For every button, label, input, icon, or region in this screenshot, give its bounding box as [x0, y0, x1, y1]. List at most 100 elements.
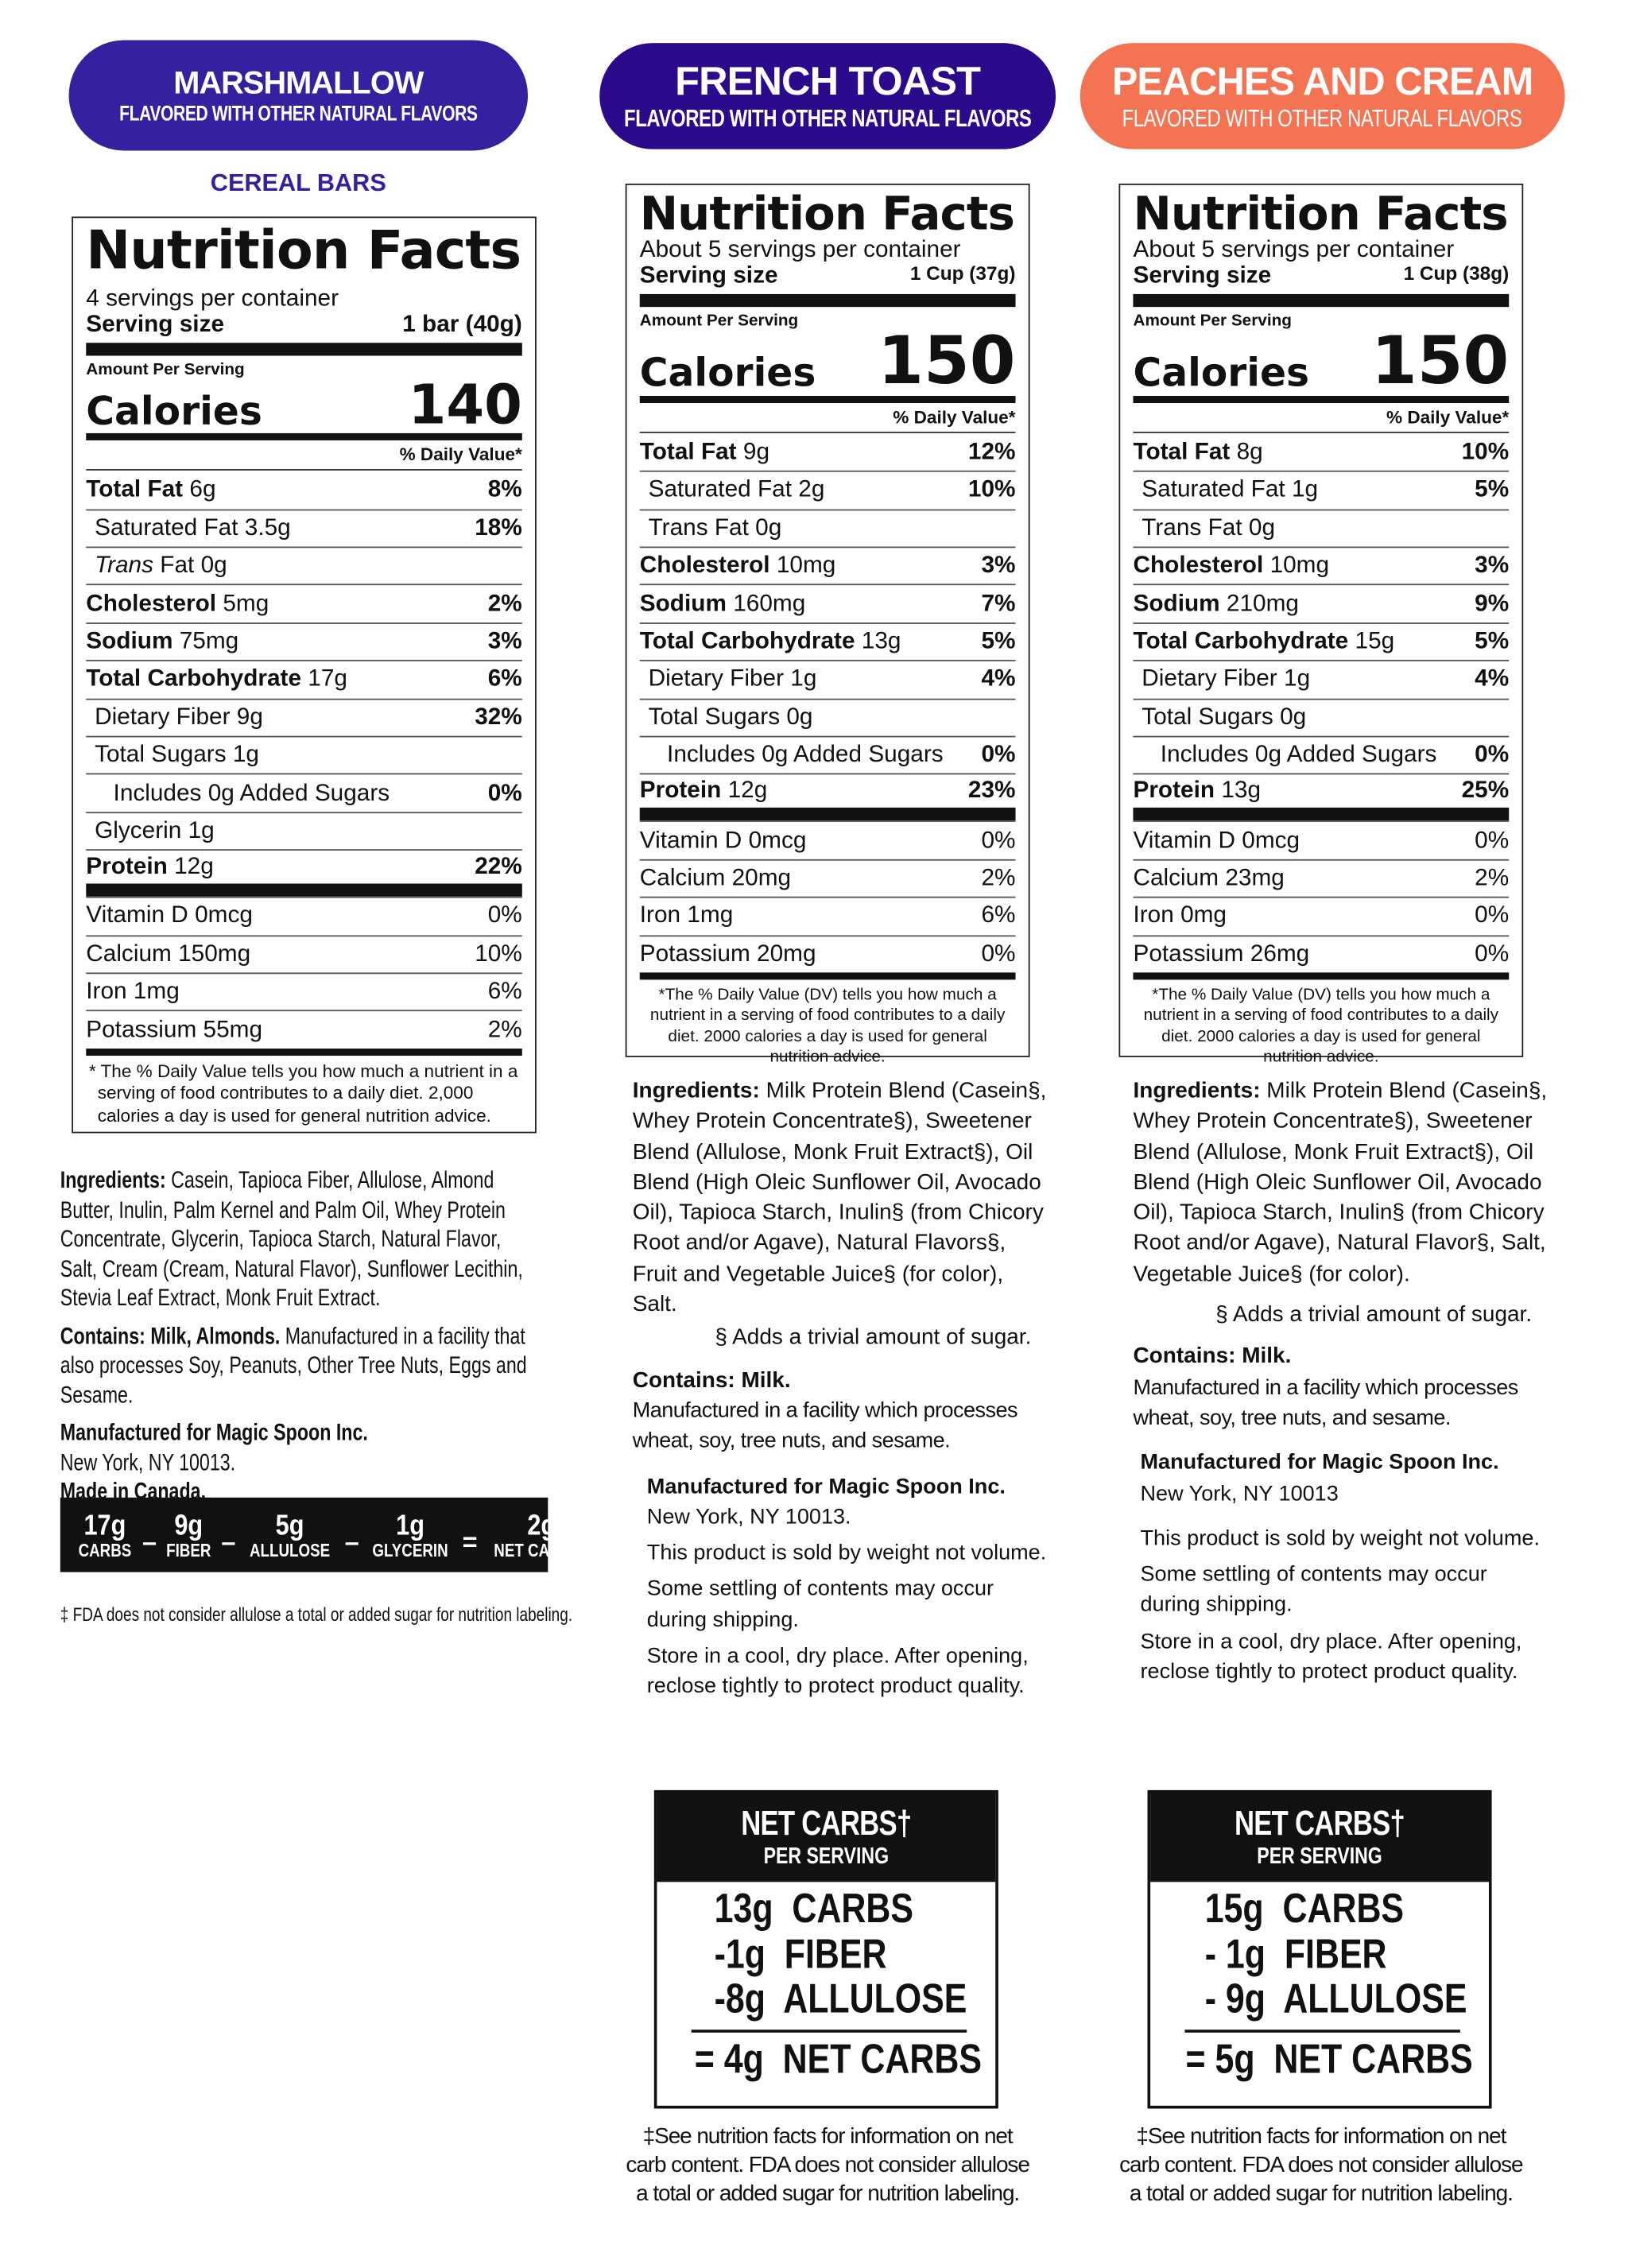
flavor-pill-french-toast: FRENCH TOAST FLAVORED WITH OTHER NATURAL…	[599, 43, 1056, 149]
nutrient-name-cell: Dietary Fiber 1g	[640, 666, 817, 693]
nutrient-amount: 6g	[189, 475, 216, 502]
nutrient-amount: 2g	[798, 476, 825, 503]
nutrient-rows: Total Fat 6g 8% Saturated Fat 3.5g 18% Trans…	[86, 471, 522, 1048]
net-carbs-divider	[691, 2029, 967, 2032]
nutrient-name-cell: Trans Fat 0g	[1133, 514, 1275, 541]
nutrient-daily-value: 6%	[487, 665, 522, 692]
nutrient-name-cell: Includes 0g Added Sugars	[640, 742, 944, 769]
nutrient-row: Total Sugars 0g	[1133, 697, 1510, 736]
nutrient-daily-value: 9%	[1475, 590, 1510, 617]
calories-label: Calories	[639, 351, 816, 397]
contains-text: Manufactured in a facility that also pro…	[60, 1323, 527, 1409]
manufacturer-address: New York, NY 10013	[1140, 1481, 1339, 1506]
nutrient-daily-value: 4%	[981, 665, 1016, 692]
nutrient-daily-value: 6%	[487, 978, 522, 1005]
nutrient-name-cell: Vitamin D 0mcg	[86, 903, 253, 930]
product-note: Some settling of contents may occur duri…	[1140, 1562, 1487, 1618]
nutrient-name: Total Sugars	[648, 704, 781, 730]
nutrient-name: Includes 0g Added Sugars	[667, 742, 944, 768]
net-carbs-item: 17g CARBS	[72, 1511, 138, 1559]
nutrient-amount: 1g	[790, 665, 817, 692]
nutrient-daily-value: 3%	[1475, 552, 1510, 579]
nutrient-daily-value: 3%	[981, 552, 1016, 579]
nutrient-row: Iron 1mg 6%	[639, 896, 1016, 935]
nutrient-daily-value: 5%	[981, 628, 1016, 654]
nutrient-row: Trans Fat 0g	[639, 508, 1016, 547]
nutrient-row: Calcium 20mg 2%	[639, 859, 1016, 897]
nutrient-row: Sodium 75mg 3%	[86, 622, 522, 661]
nutrient-amount: 17g	[308, 665, 347, 692]
net-carbs-body: 15g CARBS - 1g FIBER - 9g ALLULOSE	[1150, 1882, 1489, 2023]
nutrient-name-cell: Sodium 210mg	[1133, 591, 1298, 618]
serving-size-value: 1 Cup (37g)	[909, 262, 1016, 285]
nutrient-row: Dietary Fiber 9g 32%	[86, 697, 522, 736]
flavor-title: FRENCH TOAST	[675, 58, 981, 103]
nutrient-row: Vitamin D 0mcg 0%	[86, 897, 522, 935]
nutrient-name: Iron	[1133, 902, 1174, 929]
nutrient-name-cell: Total Carbohydrate 15g	[1133, 628, 1394, 655]
nutrient-row: Total Fat 8g 10%	[1133, 433, 1509, 471]
label-footnote: * The % Daily Value tells you how much a…	[86, 1048, 522, 1128]
nutrient-name: Protein	[1133, 777, 1215, 804]
nutrient-name: Total Carbohydrate	[1133, 628, 1349, 654]
net-carbs-operator: –	[142, 1526, 157, 1556]
flavor-subtitle: FLAVORED WITH OTHER NATURAL FLAVORS	[623, 104, 1032, 133]
nutrient-amount: 13g	[861, 628, 901, 654]
nutrient-row: Includes 0g Added Sugars 0%	[86, 773, 522, 812]
nutrient-row: Vitamin D 0mcg 0%	[639, 820, 1016, 859]
serving-size-row: Serving size 1 Cup (37g)	[639, 262, 1016, 308]
nutrient-row: Protein 12g 22%	[86, 849, 522, 898]
nutrient-name-cell: Includes 0g Added Sugars	[86, 780, 390, 807]
serving-size-row: Serving size 1 Cup (38g)	[1133, 262, 1510, 308]
net-carbs-item: 9g FIBER	[161, 1511, 217, 1559]
nutrient-daily-value: 0%	[487, 779, 522, 806]
nutrient-row: Vitamin D 0mcg 0%	[1133, 820, 1510, 859]
nutrient-daily-value: 12%	[967, 438, 1016, 464]
net-carbs-total: = 5g NET CARBS	[1185, 2036, 1473, 2083]
nutrient-name-cell: Vitamin D 0mcg	[640, 827, 807, 854]
net-carbs-line: - 9g ALLULOSE	[1204, 1976, 1467, 2023]
nutrient-name: Trans Fat	[648, 514, 749, 541]
nutrient-daily-value: 4%	[1475, 665, 1510, 692]
nutrient-daily-value: 3%	[487, 628, 522, 654]
nutrient-row: Trans Fat 0g	[86, 546, 522, 585]
calories-label: Calories	[86, 390, 262, 435]
nutrient-name-cell: Cholesterol 5mg	[86, 591, 269, 618]
nutrient-name-suffix: Fat	[153, 552, 195, 579]
nutrient-name-cell: Includes 0g Added Sugars	[1133, 742, 1437, 769]
nutrient-daily-value: 0%	[1475, 940, 1510, 967]
nutrient-row: Protein 12g 23%	[639, 773, 1016, 821]
net-carbs-header: NET CARBS† PER SERVING	[1150, 1793, 1489, 1882]
nutrient-row: Iron 0mg 0%	[1133, 896, 1510, 935]
nutrient-amount: 3.5g	[244, 514, 291, 541]
nutrient-name: Total Sugars	[95, 742, 227, 768]
net-carbs-operator: –	[221, 1526, 236, 1556]
nutrient-name-cell: Iron 0mg	[1133, 903, 1227, 930]
nutrient-row: Potassium 26mg 0%	[1133, 934, 1510, 973]
serving-size-label: Serving size	[86, 311, 225, 338]
nutrient-daily-value: 0%	[981, 742, 1016, 768]
contains-label: Contains: Milk.	[1133, 1344, 1292, 1370]
servings-per-container: 4 servings per container	[86, 285, 339, 312]
nutrient-amount: 26mg	[1250, 940, 1310, 967]
ingredients-label: Ingredients:	[1133, 1078, 1261, 1103]
nutrient-name: Trans Fat	[1142, 514, 1242, 541]
label-footnote: *The % Daily Value (DV) tells you how mu…	[639, 972, 1016, 1068]
ingredients-section: Ingredients: Casein, Tapioca Fiber, Allu…	[60, 1166, 530, 1507]
nutrient-name-cell: Protein 12g	[640, 778, 768, 805]
nutrient-daily-value: 2%	[1475, 864, 1510, 891]
nutrient-row: Sodium 160mg 7%	[639, 584, 1016, 622]
contains-label: Contains: Milk, Almonds.	[60, 1323, 281, 1350]
flavor-pill-marshmallow: MARSHMALLOW FLAVORED WITH OTHER NATURAL …	[68, 40, 529, 151]
nutrient-row: Total Carbohydrate 13g 5%	[639, 622, 1016, 661]
calories-value: 140	[408, 373, 522, 436]
manufacturer-address: New York, NY 10013.	[646, 1504, 851, 1529]
net-carbs-item-label: FIBER	[166, 1538, 211, 1560]
nutrient-row: Cholesterol 10mg 3%	[1133, 546, 1510, 584]
nutrient-daily-value: 0%	[981, 940, 1016, 967]
net-carbs-item-label: GLYCERIN	[373, 1538, 449, 1560]
nutrient-name-cell: Trans Fat 0g	[86, 552, 227, 580]
nutrient-amount: 10mg	[776, 552, 836, 579]
nutrient-daily-value: 2%	[487, 590, 522, 617]
nutrient-name-cell: Iron 1mg	[86, 979, 180, 1006]
